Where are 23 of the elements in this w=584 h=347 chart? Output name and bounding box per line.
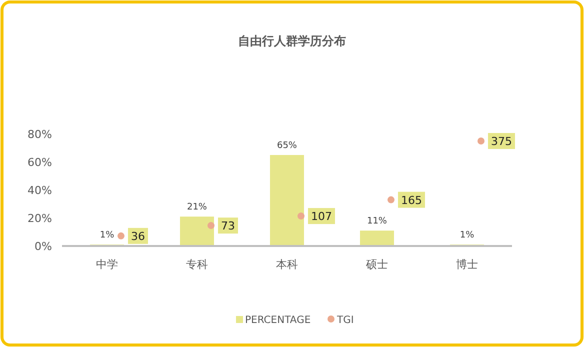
x-tick-label: 硕士: [365, 258, 388, 271]
data-label: 1%: [460, 230, 475, 241]
y-tick-label: 60%: [28, 156, 52, 169]
data-label: 165: [401, 194, 422, 207]
data-label: 375: [491, 135, 512, 148]
x-tick-label: 中学: [96, 258, 118, 271]
x-tick-label: 本科: [276, 258, 298, 271]
data-label: 36: [131, 230, 145, 243]
y-tick-label: 80%: [28, 128, 52, 141]
data-label: 107: [311, 210, 332, 224]
y-tick-label: 20%: [28, 212, 52, 225]
data-label: 11%: [366, 216, 388, 227]
legend-label: TGI: [336, 315, 354, 326]
data-label: 73: [221, 220, 235, 233]
data-label: 1%: [100, 230, 115, 241]
y-tick-label: 0%: [34, 240, 52, 253]
data-label: 21%: [186, 202, 208, 213]
y-tick-label: 40%: [28, 184, 52, 197]
legend-label: PERCENTAGE: [245, 315, 311, 326]
x-tick-label: 博士: [456, 258, 478, 271]
data-label: 65%: [276, 141, 298, 151]
chart-title: 自由行人群学历分布: [238, 34, 346, 48]
x-tick-label: 专科: [186, 258, 208, 271]
